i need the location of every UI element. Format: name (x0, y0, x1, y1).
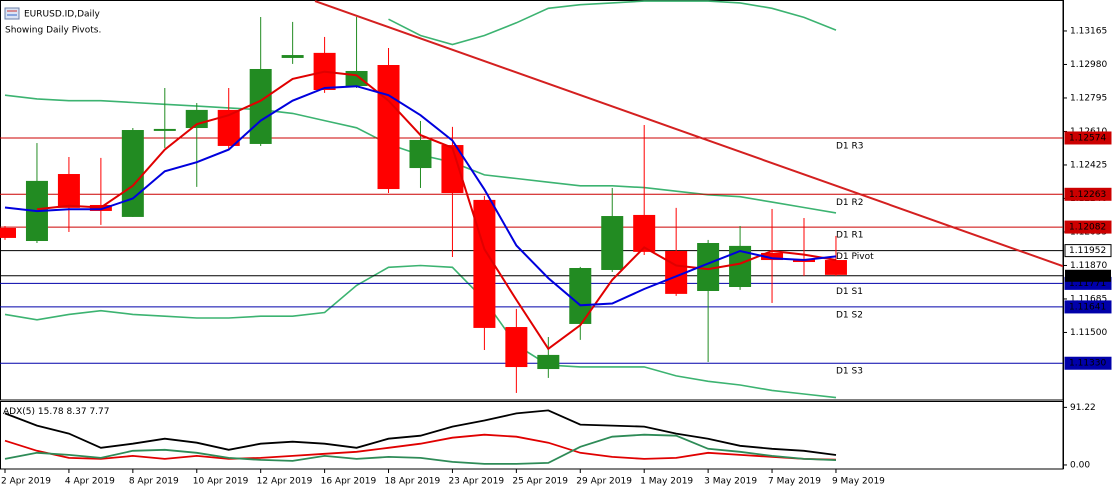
pivot-label: D1 S2 (836, 310, 863, 320)
pivot-label: D1 S1 (836, 287, 863, 297)
candle-body (409, 139, 432, 169)
x-tick-label: 23 Apr 2019 (448, 477, 504, 487)
candle-body (121, 130, 144, 217)
x-tick-label: 1 May 2019 (640, 477, 693, 487)
chart-note: Showing Daily Pivots. (5, 26, 101, 36)
candle-body (441, 145, 464, 194)
band-line (388, 0, 837, 46)
pivot-label: D1 Pivot (836, 252, 874, 262)
x-tick-label: 4 Apr 2019 (65, 477, 115, 487)
y-tick-label: 1.12980 (1070, 60, 1107, 70)
x-tick-label: 8 Apr 2019 (129, 477, 179, 487)
indicator-value: 15.78 (38, 407, 64, 417)
price-box-label: 1.11641 (1069, 302, 1106, 312)
header: EURUSD.ID,Daily Showing Daily Pivots. (4, 7, 101, 36)
x-tick-label: 25 Apr 2019 (512, 477, 568, 487)
y-tick-label: 1.12425 (1070, 160, 1107, 170)
moving-average (36, 70, 837, 351)
price-box (1064, 356, 1112, 370)
price-box (1064, 187, 1112, 201)
main-plot: D1 R3 D1 R2 D1 R1 D1 Pivot D1 S1 D1 S2 D1 S3 (0, 0, 1063, 399)
candle-body (281, 55, 304, 58)
y-tick-label: 1.12795 (1070, 93, 1107, 103)
x-tick-label: 7 May 2019 (768, 477, 821, 487)
pivot-label: D1 R2 (836, 198, 864, 208)
candle-body (824, 260, 847, 275)
pivot-label: D1 R3 (836, 141, 864, 151)
chart-symbol: EURUSD.ID,Daily (24, 10, 101, 20)
x-tick-label: 10 Apr 2019 (193, 477, 249, 487)
y-tick-label: 0.00 (1070, 460, 1090, 470)
candle-body (761, 252, 784, 261)
price-box-label: 1.11771 (1069, 279, 1106, 289)
y-tick-label: 1.11685 (1070, 294, 1107, 304)
band-line (4, 264, 837, 399)
candle-body (569, 267, 592, 324)
indicator-line (4, 433, 837, 465)
price-box (1064, 131, 1112, 145)
x-tick-label: 29 Apr 2019 (576, 477, 632, 487)
candle-body (505, 327, 528, 368)
candle-body (0, 227, 16, 238)
candle-body (57, 174, 80, 208)
pivot-label: D1 S3 (836, 367, 863, 377)
candle-body (633, 214, 656, 252)
price-box-label: 1.11330 (1069, 359, 1106, 369)
indicator-line (4, 409, 837, 456)
x-tick-label: 3 May 2019 (704, 477, 757, 487)
price-box (1064, 220, 1112, 234)
candle-body (377, 65, 400, 190)
x-tick-label: 2 Apr 2019 (1, 477, 51, 487)
x-tick-label: 16 Apr 2019 (321, 477, 377, 487)
price-box-label: 1.11813 (1069, 271, 1106, 281)
pivot-label: D1 R1 (836, 231, 864, 241)
moving-average (4, 85, 837, 307)
candle-body (729, 245, 752, 288)
indicator-header: ADX(5) 15.78 8.37 7.77 (3, 407, 110, 417)
y-tick-label: 1.11870 (1070, 261, 1107, 271)
symbol-icon (4, 7, 20, 20)
candle-body (249, 68, 272, 144)
price-box (1065, 269, 1111, 282)
sub-plot (4, 409, 837, 465)
candle-body (697, 243, 720, 291)
price-box (1064, 244, 1112, 258)
candle-body (473, 199, 496, 328)
candle-body (537, 354, 560, 370)
indicator-value: 7.77 (89, 407, 109, 417)
x-tick-label: 12 Apr 2019 (257, 477, 313, 487)
y-tick-label: 1.11500 (1070, 328, 1107, 338)
indicator-value: 8.37 (67, 407, 87, 417)
y-tick-label: 91.22 (1070, 403, 1096, 413)
candle-body (345, 70, 368, 87)
x-tick-label: 9 May 2019 (832, 477, 885, 487)
price-box-label: 1.11952 (1069, 246, 1106, 256)
price-box-label: 1.12263 (1069, 190, 1106, 200)
x-tick-label: 18 Apr 2019 (385, 477, 441, 487)
axes: 1.131651.129801.127951.126101.124251.122… (1, 0, 1112, 487)
price-box-label: 1.12574 (1069, 133, 1106, 143)
indicator-line (4, 433, 837, 461)
price-box (1064, 300, 1112, 314)
candle-body (601, 216, 624, 270)
candle-body (153, 128, 176, 131)
y-tick-label: 1.13165 (1070, 26, 1107, 36)
indicator-title: ADX(5) (3, 407, 35, 417)
trendline (314, 0, 1063, 268)
candle-body (217, 109, 240, 146)
price-box-label: 1.12082 (1069, 223, 1106, 233)
